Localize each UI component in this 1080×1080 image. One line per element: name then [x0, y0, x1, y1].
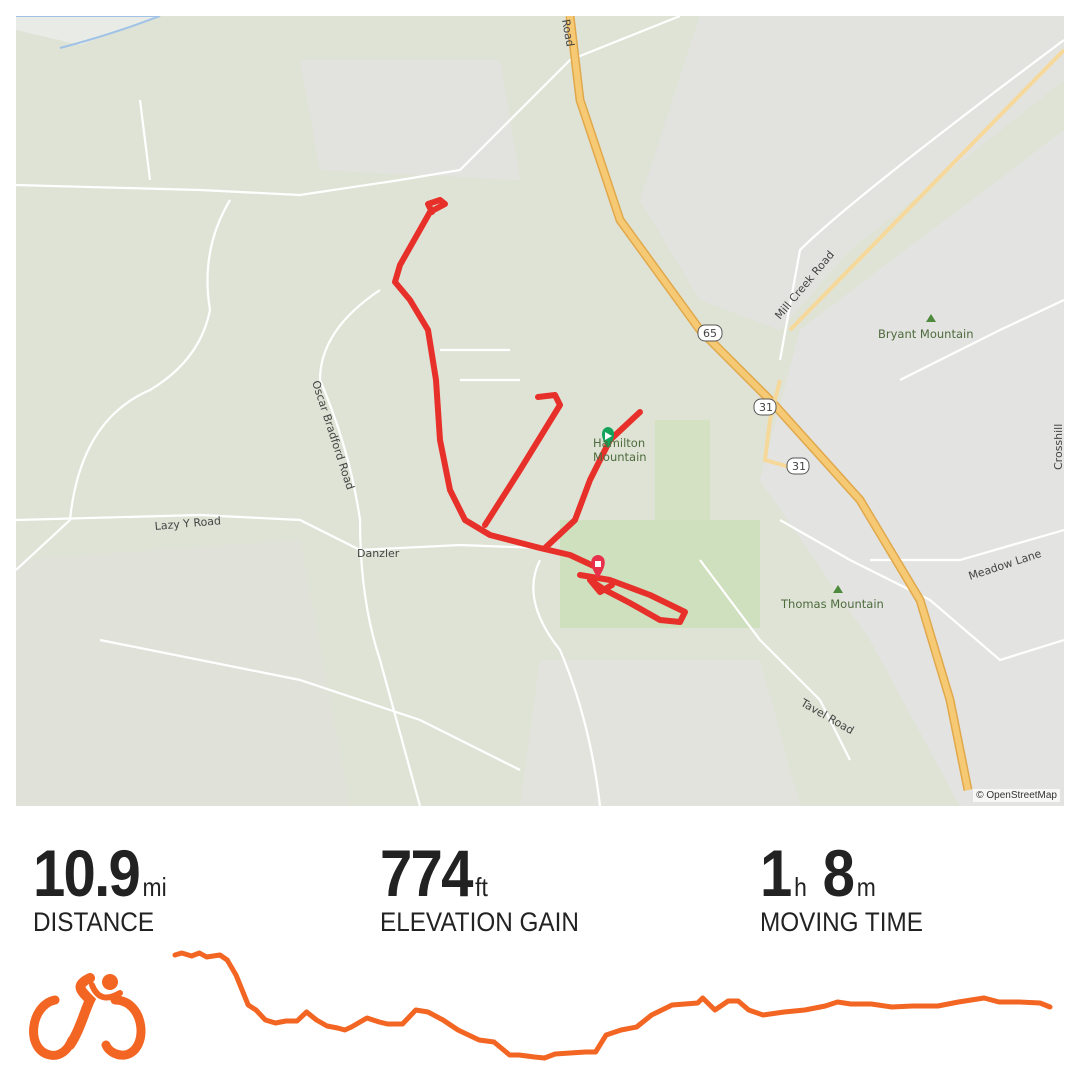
label-crosshill: Crosshill	[1052, 424, 1064, 470]
shield-31b: 31	[786, 457, 810, 475]
map-attribution[interactable]: © OpenStreetMap	[973, 789, 1060, 802]
elevation-label: ELEVATION GAIN	[380, 907, 579, 937]
roads	[16, 16, 1064, 806]
minutes-unit: m	[856, 872, 876, 902]
route-track	[392, 197, 688, 625]
label-road-top: Road	[559, 18, 577, 47]
shield-31a: 31	[753, 398, 777, 416]
terrain-areas	[16, 16, 1064, 806]
label-thomas: Thomas Mountain	[780, 597, 884, 611]
elevation-unit: ft	[475, 872, 488, 902]
label-hamilton-2: Mountain	[593, 450, 647, 464]
label-hamilton-1: Hamilton	[593, 436, 645, 450]
shield-65: 65	[697, 324, 723, 342]
elevation-value: 774	[380, 836, 473, 910]
moving-time-label: MOVING TIME	[760, 907, 923, 937]
label-danzler: Danzler	[357, 547, 400, 560]
hours-unit: h	[794, 872, 807, 902]
svg-text:65: 65	[703, 327, 717, 340]
end-marker[interactable]	[591, 555, 605, 578]
distance-label: DISTANCE	[33, 907, 155, 937]
label-bryant: Bryant Mountain	[878, 327, 974, 341]
distance-value: 10.9	[33, 836, 141, 910]
stat-distance: 10.9 mi DISTANCE	[33, 835, 185, 938]
distance-unit: mi	[142, 872, 167, 902]
label-lazy-y: Lazy Y Road	[154, 514, 221, 533]
elevation-profile	[29, 950, 1053, 1061]
start-marker[interactable]	[602, 427, 614, 448]
route-map[interactable]: Road Mill Creek Road Bryant Mountain Ham…	[16, 16, 1064, 806]
cycling-icon	[29, 973, 146, 1060]
elevation-line	[172, 950, 1053, 1061]
svg-text:31: 31	[792, 460, 806, 473]
hours-value: 1	[760, 836, 792, 910]
stat-elevation: 774 ft ELEVATION GAIN	[380, 835, 601, 938]
minutes-value: 8	[822, 836, 855, 910]
svg-text:31: 31	[759, 401, 773, 414]
